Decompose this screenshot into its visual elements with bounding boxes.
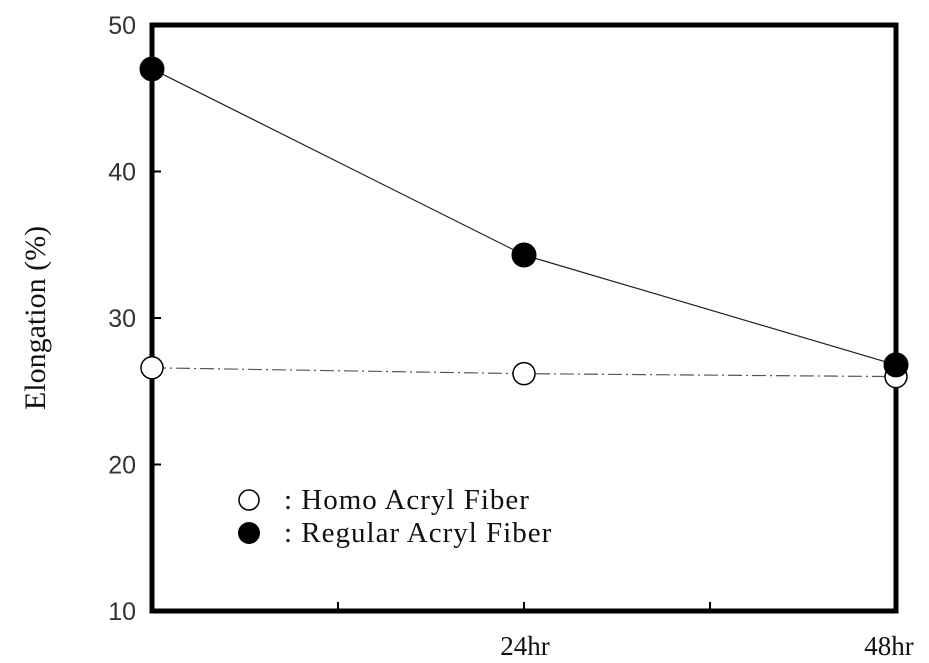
y-axis-title: Elongation (%) xyxy=(19,226,52,410)
data-point-regular-1 xyxy=(511,242,537,268)
legend-label-homo: : Homo Acryl Fiber xyxy=(284,484,530,516)
legend-open-circle-marker xyxy=(238,489,260,511)
legend: : Homo Acryl Fiber : Regular Acryl Fiber xyxy=(238,484,552,549)
y-axis-tick-labels: 10 20 30 40 50 xyxy=(108,12,136,626)
x-axis-ticks xyxy=(337,602,711,611)
y-tick-label-30: 30 xyxy=(108,305,136,333)
x-tick-label-48hr: 48hr xyxy=(864,631,914,661)
y-tick-label-20: 20 xyxy=(108,452,136,480)
data-point-homo-0 xyxy=(140,356,164,380)
y-tick-label-40: 40 xyxy=(108,159,136,187)
legend-filled-circle-marker xyxy=(238,522,260,544)
series-layer xyxy=(139,56,909,389)
data-point-regular-0 xyxy=(139,56,165,82)
y-axis-ticks xyxy=(152,170,161,466)
series-line-regular xyxy=(151,68,897,366)
legend-label-regular: : Regular Acryl Fiber xyxy=(284,517,552,549)
y-tick-label-50: 50 xyxy=(108,12,136,40)
y-tick-label-10: 10 xyxy=(108,598,136,626)
x-tick-label-24hr: 24hr xyxy=(500,631,550,661)
data-point-regular-2 xyxy=(883,352,909,378)
data-point-homo-1 xyxy=(512,361,536,386)
